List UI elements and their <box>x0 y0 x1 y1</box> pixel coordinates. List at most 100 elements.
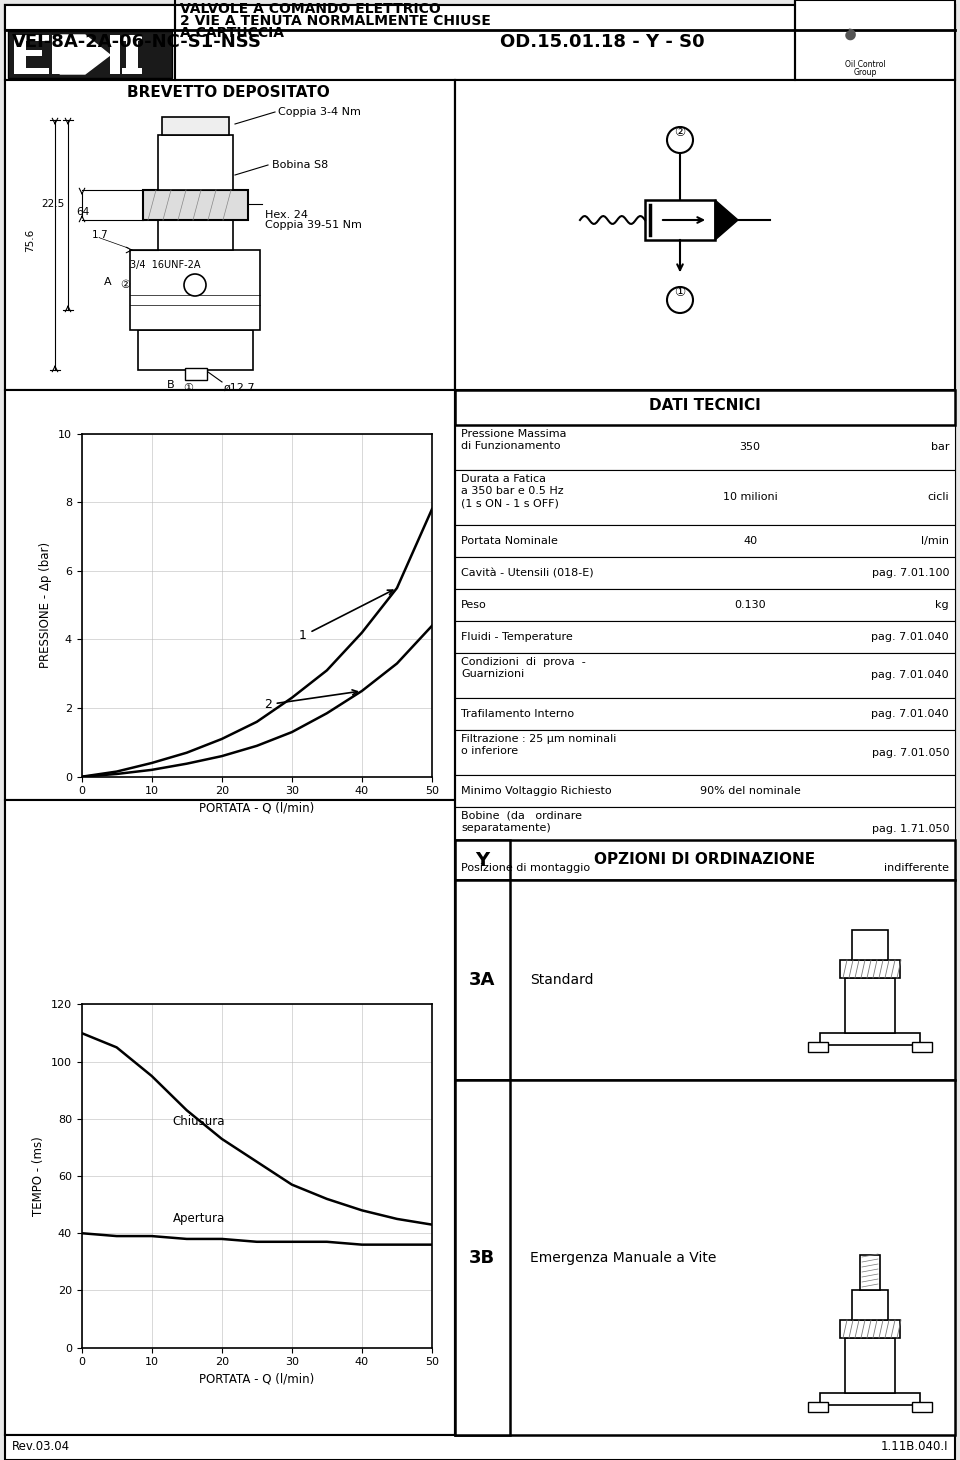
Text: DATI TECNICI: DATI TECNICI <box>649 397 761 413</box>
Text: Y: Y <box>475 851 489 870</box>
Bar <box>122 69 142 74</box>
Bar <box>14 69 49 74</box>
Circle shape <box>667 288 693 312</box>
Bar <box>795 0 955 80</box>
Text: OD.15.01.18 - Y - S0: OD.15.01.18 - Y - S0 <box>500 34 705 51</box>
Bar <box>455 775 955 807</box>
Text: Bobine  (da   ordinare: Bobine (da ordinare <box>461 810 582 821</box>
Bar <box>455 80 955 390</box>
Text: Posizione di montaggio: Posizione di montaggio <box>461 863 590 873</box>
Bar <box>455 653 955 698</box>
Bar <box>455 558 955 588</box>
Text: Portata Nominale: Portata Nominale <box>461 536 558 546</box>
X-axis label: PORTATA - Q (l/min): PORTATA - Q (l/min) <box>199 802 315 815</box>
Text: A CARTUCCIA: A CARTUCCIA <box>180 26 284 39</box>
Text: B: B <box>167 380 175 390</box>
Polygon shape <box>60 35 110 74</box>
Bar <box>14 35 26 74</box>
Text: 1.11B.040.I: 1.11B.040.I <box>880 1441 948 1454</box>
Text: Cavità - Utensili (018-E): Cavità - Utensili (018-E) <box>461 568 593 578</box>
Bar <box>912 1042 932 1053</box>
Bar <box>860 1256 880 1291</box>
Text: Condizioni  di  prova  -: Condizioni di prova - <box>461 657 586 667</box>
Text: ②: ② <box>674 126 685 139</box>
Text: 3A: 3A <box>468 971 495 988</box>
Bar <box>455 390 955 425</box>
Y-axis label: TEMPO - (ms): TEMPO - (ms) <box>33 1136 45 1216</box>
Bar <box>455 425 955 470</box>
Bar <box>820 1034 920 1045</box>
Text: Durata a Fatica: Durata a Fatica <box>461 474 546 485</box>
Text: 3/4  16UNF-2A: 3/4 16UNF-2A <box>130 260 201 270</box>
Bar <box>840 1320 900 1337</box>
Text: 350: 350 <box>739 442 760 453</box>
Bar <box>820 1393 920 1405</box>
Bar <box>138 330 253 369</box>
Bar <box>5 80 455 390</box>
Text: (1 s ON - 1 s OFF): (1 s ON - 1 s OFF) <box>461 498 559 508</box>
Y-axis label: PRESSIONE - Δp (bar): PRESSIONE - Δp (bar) <box>39 542 53 669</box>
Text: 3B: 3B <box>468 1248 495 1267</box>
Bar <box>455 839 510 880</box>
Bar <box>852 930 888 961</box>
Text: pag. 1.71.050: pag. 1.71.050 <box>872 825 949 835</box>
Text: Emergenza Manuale a Vite: Emergenza Manuale a Vite <box>530 1251 716 1264</box>
Bar <box>455 588 955 620</box>
Bar <box>122 35 142 41</box>
Bar <box>143 190 248 220</box>
Bar <box>455 526 955 558</box>
Bar <box>52 35 60 74</box>
Text: a 350 bar e 0.5 Hz: a 350 bar e 0.5 Hz <box>461 486 564 496</box>
Text: Chiusura: Chiusura <box>173 1114 226 1127</box>
Bar <box>455 880 955 1080</box>
Bar <box>455 620 955 653</box>
Text: Coppia 39-51 Nm: Coppia 39-51 Nm <box>265 220 362 231</box>
Text: BREVETTO DEPOSITATO: BREVETTO DEPOSITATO <box>127 85 329 99</box>
Bar <box>5 4 955 80</box>
Text: A: A <box>105 277 112 288</box>
Bar <box>845 1337 895 1393</box>
Bar <box>840 961 900 978</box>
Text: 0.130: 0.130 <box>734 600 766 610</box>
Text: pag. 7.01.040: pag. 7.01.040 <box>872 670 949 680</box>
Text: OPZIONI DI ORDINAZIONE: OPZIONI DI ORDINAZIONE <box>594 853 816 867</box>
Bar <box>5 4 175 31</box>
Text: Rev.03.04: Rev.03.04 <box>12 1441 70 1454</box>
Text: Peso: Peso <box>461 600 487 610</box>
Bar <box>845 978 895 1034</box>
Text: di Funzionamento: di Funzionamento <box>461 441 561 451</box>
Text: Bobina S8: Bobina S8 <box>272 161 328 169</box>
Text: ①: ① <box>183 383 193 393</box>
Text: 2: 2 <box>264 691 357 711</box>
Text: separatamente): separatamente) <box>461 823 551 834</box>
Bar <box>5 800 455 1435</box>
Text: 2 VIE A TENUTA NORMALMENTE CHIUSE: 2 VIE A TENUTA NORMALMENTE CHIUSE <box>180 15 491 28</box>
Bar <box>455 880 510 1080</box>
Text: Group: Group <box>853 69 876 77</box>
Text: bar: bar <box>930 442 949 453</box>
Bar <box>5 1435 955 1460</box>
Text: Coppia 3-4 Nm: Coppia 3-4 Nm <box>278 107 361 117</box>
Text: 40: 40 <box>743 536 757 546</box>
Circle shape <box>667 127 693 153</box>
Text: 1.7: 1.7 <box>92 231 108 239</box>
Text: VALVOLE A COMANDO ELETTRICO: VALVOLE A COMANDO ELETTRICO <box>180 1 441 16</box>
Bar <box>5 390 455 800</box>
Bar <box>808 1402 828 1412</box>
Bar <box>455 839 955 880</box>
Text: o inferiore: o inferiore <box>461 746 518 756</box>
Bar <box>645 200 715 239</box>
Text: Pressione Massima: Pressione Massima <box>461 429 566 439</box>
Bar <box>852 1291 888 1320</box>
Bar <box>455 853 955 883</box>
Bar <box>185 368 207 380</box>
Text: 90% del nominale: 90% del nominale <box>700 785 801 796</box>
Bar <box>808 1042 828 1053</box>
Bar <box>455 470 955 526</box>
Text: 10 milioni: 10 milioni <box>723 492 778 502</box>
Bar <box>14 50 42 55</box>
Bar <box>126 35 138 74</box>
Text: 22.5: 22.5 <box>41 199 65 209</box>
Bar <box>455 807 955 853</box>
Circle shape <box>184 274 206 296</box>
